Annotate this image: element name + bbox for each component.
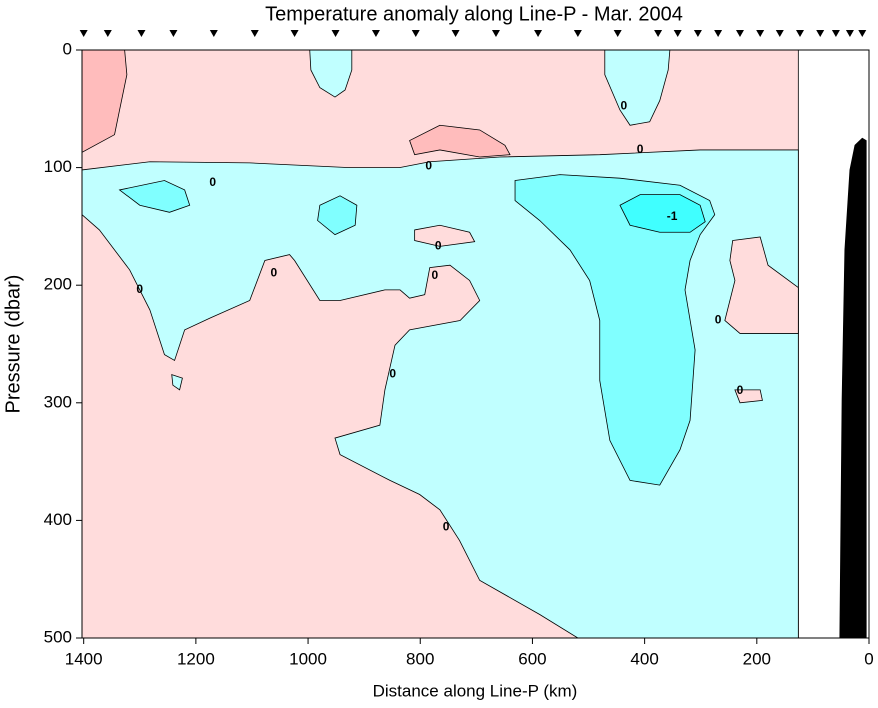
y-tick-label: 400 [44,510,72,529]
y-tick-label: 500 [44,627,72,646]
contour-region [309,49,353,98]
station-marker [451,30,460,37]
station-marker [371,30,380,37]
x-tick-label: 200 [743,649,771,668]
y-axis-label: Pressure (dbar) [2,275,24,414]
contour-label: 0 [209,175,216,189]
contour-label: 0 [270,266,277,280]
station-marker [816,30,825,37]
station-marker [845,30,854,37]
contour-label: -1 [667,209,678,223]
station-marker [796,30,805,37]
plot-frame [81,49,870,639]
station-marker [209,30,218,37]
y-tick-label: 300 [44,392,72,411]
contour-region [118,180,191,213]
contour-label: 0 [443,520,450,534]
chart-title: Temperature anomaly along Line-P - Mar. … [265,3,683,25]
station-marker [831,30,840,37]
contour-label: 0 [425,159,432,173]
y-tick-label: 0 [63,39,72,58]
station-marker [411,30,420,37]
contour-region [604,49,671,126]
contour-label: 0 [715,313,722,327]
x-tick-label: 600 [518,649,546,668]
station-marker [103,30,112,37]
x-tick-label: 1200 [177,649,215,668]
contour-region [414,224,476,247]
contour-region [619,194,706,233]
x-tick-label: 1000 [289,649,327,668]
contour-label: 0 [637,142,644,156]
station-marker [534,30,543,37]
station-marker [613,30,622,37]
station-marker [714,30,723,37]
station-marker [331,30,340,37]
contour-label: 0 [737,383,744,397]
contour-region [514,174,716,486]
station-marker [775,30,784,37]
contour-region [734,389,763,404]
x-tick-label: 1400 [65,649,103,668]
contour-label: 0 [435,239,442,253]
y-tick-label: 100 [44,157,72,176]
station-marker [79,30,88,37]
station-marker [169,30,178,37]
contour-label: 0 [431,268,438,282]
y-tick-label: 200 [44,275,72,294]
station-marker [573,30,582,37]
contour-region [171,374,183,391]
x-tick-label: 800 [406,649,434,668]
contour-label: 0 [389,367,396,381]
contour-label: 0 [136,282,143,296]
x-tick-label: 0 [864,649,873,668]
station-marker [250,30,259,37]
contour-region [317,195,358,236]
contour-region [724,236,799,334]
x-axis-label: Distance along Line-P (km) [373,681,578,700]
station-marker [756,30,765,37]
station-marker [673,30,682,37]
station-marker [693,30,702,37]
station-marker [735,30,744,37]
x-tick-label: 400 [630,649,658,668]
station-marker [858,30,867,37]
contour-region [839,137,867,639]
station-marker [491,30,500,37]
station-marker [290,30,299,37]
contour-label: 0 [621,99,628,113]
station-marker [654,30,663,37]
contour-region [409,124,511,158]
station-marker [137,30,146,37]
